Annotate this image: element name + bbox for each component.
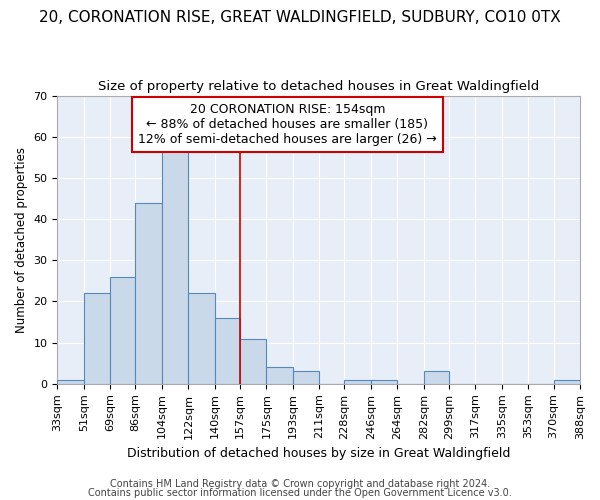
Text: 20, CORONATION RISE, GREAT WALDINGFIELD, SUDBURY, CO10 0TX: 20, CORONATION RISE, GREAT WALDINGFIELD,… [39, 10, 561, 25]
Bar [136, 202, 162, 384]
Bar [371, 380, 397, 384]
Title: Size of property relative to detached houses in Great Waldingfield: Size of property relative to detached ho… [98, 80, 539, 93]
X-axis label: Distribution of detached houses by size in Great Waldingfield: Distribution of detached houses by size … [127, 447, 511, 460]
Text: Contains HM Land Registry data © Crown copyright and database right 2024.: Contains HM Land Registry data © Crown c… [110, 479, 490, 489]
Bar [188, 293, 215, 384]
Bar [84, 293, 110, 384]
Y-axis label: Number of detached properties: Number of detached properties [15, 146, 28, 332]
Text: 20 CORONATION RISE: 154sqm
← 88% of detached houses are smaller (185)
12% of sem: 20 CORONATION RISE: 154sqm ← 88% of deta… [138, 103, 437, 146]
Text: Contains public sector information licensed under the Open Government Licence v3: Contains public sector information licen… [88, 488, 512, 498]
Bar [215, 318, 240, 384]
Bar [424, 372, 449, 384]
Bar [58, 380, 84, 384]
Bar [110, 277, 136, 384]
Bar [344, 380, 371, 384]
Bar [162, 141, 188, 384]
Bar [554, 380, 580, 384]
Bar [266, 368, 293, 384]
Bar [240, 338, 266, 384]
Bar [293, 372, 319, 384]
